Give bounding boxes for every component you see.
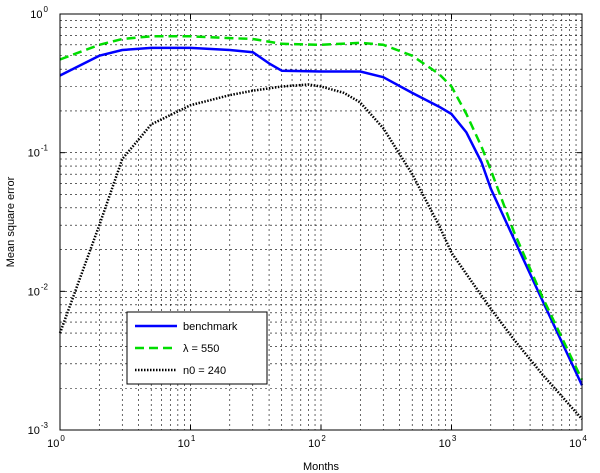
x-axis-label: Months (303, 461, 340, 473)
series-line-2 (59, 35, 584, 381)
legend-label-2: λ = 550 (183, 343, 219, 355)
series-group (58, 35, 584, 420)
legend: benchmark λ = 550 n0 = 240 (126, 311, 268, 385)
y-axis-label: Mean square error (5, 176, 17, 267)
legend-label-3: n0 = 240 (183, 365, 226, 377)
series-line-3 (58, 83, 583, 420)
series-line-1 (59, 46, 584, 386)
legend-label-1: benchmark (183, 321, 238, 333)
